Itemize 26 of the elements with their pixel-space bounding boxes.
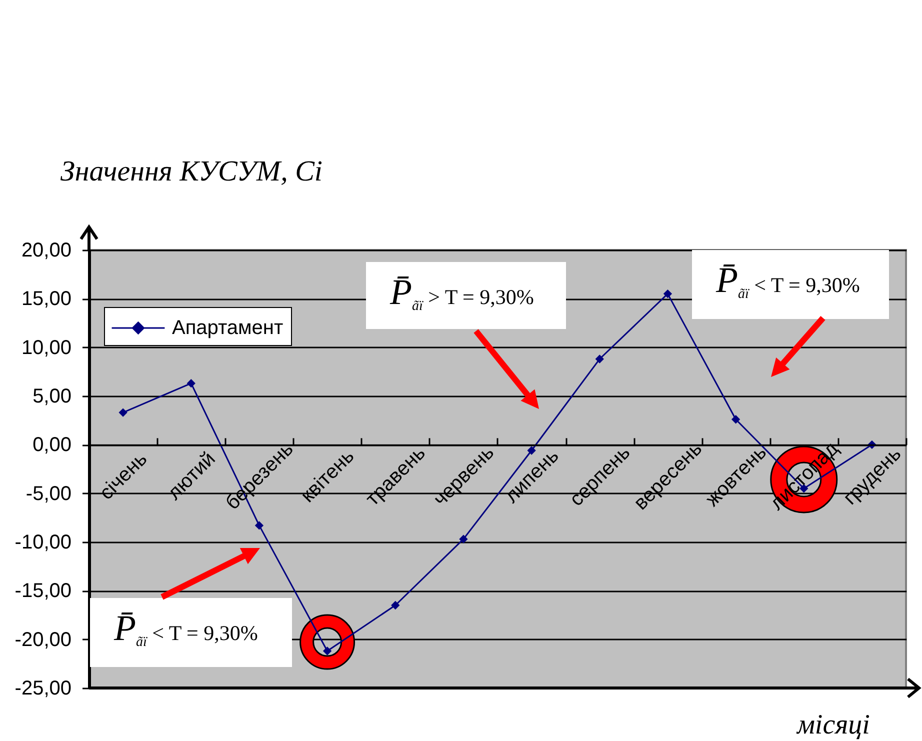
y-tick-label: 0,00 bbox=[32, 434, 72, 456]
point bbox=[459, 534, 468, 544]
point bbox=[527, 446, 536, 455]
y-tick-label: 15,00 bbox=[21, 288, 72, 310]
point bbox=[595, 354, 604, 364]
point bbox=[391, 600, 400, 610]
y-tick-label: -5,00 bbox=[26, 482, 72, 505]
point bbox=[186, 379, 196, 388]
point bbox=[118, 408, 128, 417]
point bbox=[731, 415, 740, 424]
point bbox=[322, 646, 332, 656]
y-tick-label: 20,00 bbox=[21, 240, 72, 262]
legend-label: Апартамент bbox=[172, 317, 284, 339]
y-tick-label: -20,00 bbox=[14, 628, 72, 651]
annotation: P̄$_{ãï}$ < T = 9,30% bbox=[692, 250, 889, 319]
x-axis-title: місяці bbox=[796, 710, 870, 740]
point bbox=[663, 289, 672, 298]
annotation: P̄$_{ãï}$ < T = 9,30% bbox=[90, 598, 292, 667]
y-tick-label: -10,00 bbox=[14, 532, 72, 554]
y-tick-label: 5,00 bbox=[32, 386, 72, 408]
y-tick-label: 10,00 bbox=[21, 336, 72, 359]
annotation: P̄$_{ãï}$ > T = 9,30% bbox=[366, 262, 566, 329]
y-tick-label: -15,00 bbox=[14, 580, 72, 602]
y-axis-title: Значення КУСУМ, Сi bbox=[60, 156, 322, 188]
y-tick-label: -25,00 bbox=[14, 678, 72, 700]
point bbox=[254, 521, 264, 530]
